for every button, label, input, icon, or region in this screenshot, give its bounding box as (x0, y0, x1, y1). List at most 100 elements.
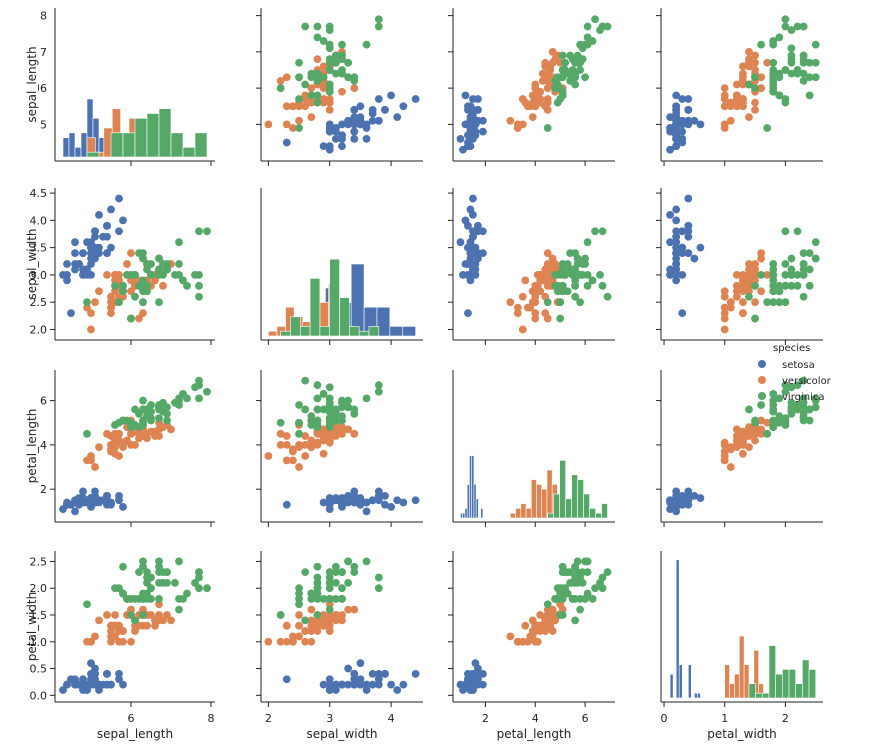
point-versicolor (276, 429, 285, 438)
point-virginica (793, 69, 802, 78)
point-versicolor (350, 605, 359, 614)
point-virginica (175, 271, 183, 279)
point-setosa (374, 669, 383, 678)
point-virginica (757, 40, 766, 49)
point-versicolor (739, 62, 747, 71)
point-versicolor (757, 287, 766, 296)
hist-bar-virginica (547, 512, 554, 519)
point-virginica (139, 611, 147, 619)
point-versicolor (301, 91, 310, 100)
point-virginica (155, 562, 163, 571)
y-tick-label: 1.5 (30, 609, 48, 622)
point-versicolor (751, 66, 759, 74)
point-versicolor (301, 102, 310, 111)
point-setosa (684, 227, 693, 236)
point-versicolor (282, 120, 291, 129)
panel-petal_length-vs-sepal_length (50, 370, 215, 527)
point-setosa (344, 491, 353, 500)
point-versicolor (751, 105, 759, 114)
point-setosa (479, 227, 487, 236)
point-versicolor (319, 616, 328, 625)
point-virginica (295, 73, 303, 82)
point-virginica (195, 227, 203, 236)
point-versicolor (350, 84, 359, 93)
point-virginica (175, 238, 183, 247)
y-tick-label: 7 (40, 46, 47, 59)
panel-petal_length-vs-sepal_width (256, 370, 423, 527)
x-tick-label: 6 (582, 712, 589, 725)
point-virginica (115, 298, 123, 307)
point-versicolor (282, 102, 291, 111)
point-versicolor (536, 611, 545, 619)
point-versicolor (295, 621, 303, 630)
point-virginica (163, 265, 171, 274)
point-virginica (325, 407, 334, 416)
point-virginica (769, 298, 778, 307)
point-versicolor (739, 298, 747, 307)
x-axis-label: petal_length (497, 727, 572, 741)
point-setosa (79, 271, 87, 279)
hist-bar-setosa (669, 673, 674, 699)
point-virginica (787, 281, 796, 290)
point-virginica (325, 383, 334, 392)
hist-bar-setosa (376, 306, 391, 337)
panel-sepal_width-vs-sepal_length (50, 188, 215, 345)
hist-bar-virginica (748, 683, 756, 699)
point-virginica (295, 595, 303, 603)
point-virginica (576, 298, 585, 307)
point-virginica (175, 401, 183, 409)
point-virginica (558, 281, 567, 290)
point-setosa (690, 491, 699, 500)
point-setosa (331, 686, 340, 694)
point-setosa (464, 309, 472, 317)
point-virginica (805, 58, 814, 67)
point-setosa (91, 669, 99, 678)
hist-bar-virginica (134, 118, 148, 158)
point-virginica (793, 381, 802, 389)
point-virginica (561, 58, 570, 67)
point-setosa (115, 669, 123, 678)
point-versicolor (123, 260, 131, 268)
hist-bar-setosa (74, 147, 82, 158)
point-versicolor (307, 84, 316, 93)
point-virginica (799, 260, 808, 268)
point-setosa (387, 680, 395, 689)
point-versicolor (313, 438, 322, 447)
point-versicolor (732, 292, 741, 301)
point-versicolor (147, 611, 155, 619)
point-virginica (793, 281, 802, 290)
point-versicolor (533, 637, 542, 646)
point-versicolor (720, 447, 729, 456)
point-setosa (399, 680, 408, 689)
hist-bar-versicolor (541, 488, 548, 519)
point-virginica (319, 595, 328, 603)
point-virginica (195, 271, 203, 279)
point-versicolor (313, 55, 322, 64)
point-setosa (678, 120, 687, 129)
point-virginica (325, 423, 334, 432)
point-versicolor (531, 309, 540, 317)
point-virginica (551, 595, 560, 603)
point-virginica (751, 84, 759, 93)
point-virginica (313, 91, 322, 100)
point-virginica (591, 227, 599, 236)
point-virginica (558, 287, 567, 296)
point-versicolor (720, 325, 729, 334)
hist-bar-setosa (350, 263, 365, 337)
point-virginica (307, 73, 316, 82)
point-virginica (344, 557, 353, 566)
point-versicolor (319, 84, 328, 93)
point-virginica (325, 584, 334, 593)
point-setosa (374, 494, 383, 502)
x-tick-label: 6 (128, 712, 135, 725)
point-setosa (464, 221, 472, 230)
point-setosa (362, 134, 371, 143)
point-versicolor (95, 443, 103, 452)
point-setosa (666, 145, 675, 154)
point-virginica (338, 69, 346, 78)
point-versicolor (331, 616, 340, 625)
point-virginica (295, 589, 303, 598)
point-versicolor (338, 611, 346, 619)
point-setosa (479, 116, 487, 125)
hist-bar-versicolor (530, 479, 537, 519)
